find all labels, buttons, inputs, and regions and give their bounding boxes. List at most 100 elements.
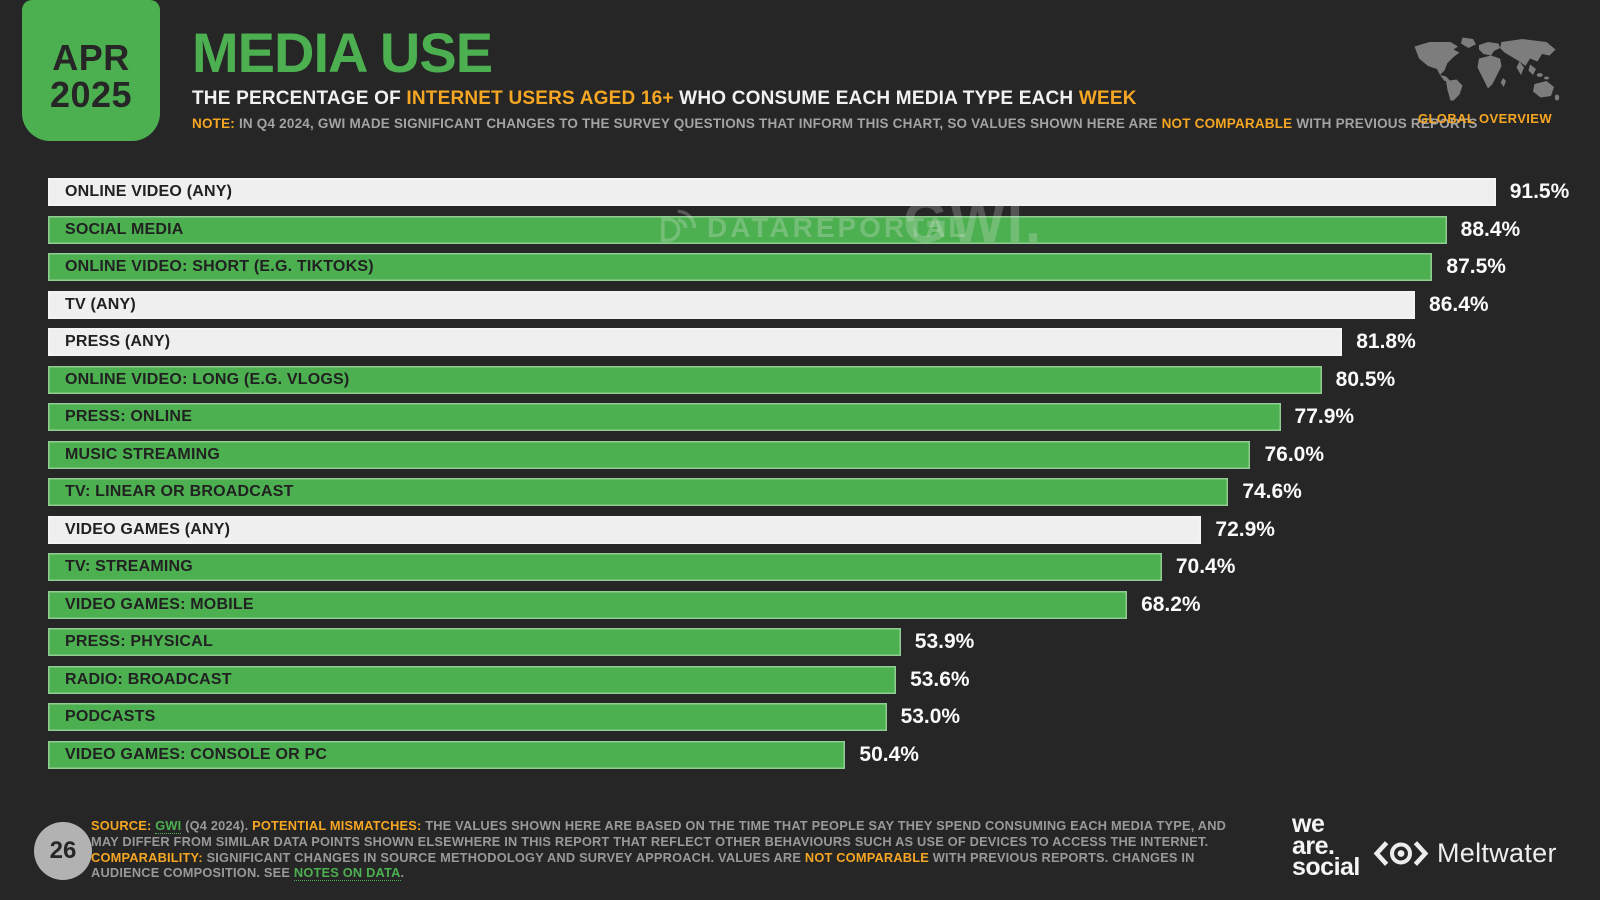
bar-label: SOCIAL MEDIA [65, 220, 184, 238]
bar-row: RADIO: BROADCAST 53.6% [48, 665, 1552, 694]
bar-row: VIDEO GAMES: CONSOLE OR PC 50.4% [48, 740, 1552, 769]
source-text: SOURCE: GWI (Q4 2024). POTENTIAL MISMATC… [91, 818, 1236, 882]
text-segment: POTENTIAL MISMATCHES: [252, 818, 422, 833]
subtitle: THE PERCENTAGE OF INTERNET USERS AGED 16… [192, 88, 1137, 110]
bar-label: VIDEO GAMES (ANY) [65, 520, 231, 538]
text-segment: INTERNET USERS AGED 16+ [406, 88, 674, 109]
text-segment: NOT COMPARABLE [804, 849, 930, 865]
text-segment: WHO CONSUME EACH MEDIA TYPE EACH [673, 88, 1079, 109]
text-segment: NOT COMPARABLE [1161, 116, 1293, 131]
text-segment: SIGNIFICANT CHANGES IN SOURCE METHODOLOG… [202, 849, 805, 865]
global-overview-label: GLOBAL OVERVIEW [1417, 111, 1553, 126]
bar-value: 72.9% [1215, 517, 1275, 541]
bar-label: PRESS: ONLINE [65, 408, 193, 425]
bar-value: 53.0% [900, 705, 961, 728]
bar-row: TV (ANY) 86.4% [48, 290, 1552, 319]
we-are-social-line: we [1292, 810, 1325, 838]
bar: ONLINE VIDEO (ANY) [48, 178, 1496, 206]
bar: VIDEO GAMES: CONSOLE OR PC [48, 740, 846, 769]
bar-row: PODCASTS 53.0% [48, 703, 1552, 731]
notes-on-data-link[interactable]: NOTES ON DATA [293, 865, 401, 882]
meltwater-logo-text: Meltwater [1437, 838, 1557, 868]
bar-value: 80.5% [1335, 367, 1396, 391]
bar-value: 81.8% [1356, 330, 1416, 353]
bar: PRESS (ANY) [48, 328, 1343, 356]
bar: VIDEO GAMES: MOBILE [48, 590, 1128, 619]
bar: PRESS: PHYSICAL [48, 628, 901, 656]
bar-row: PRESS: PHYSICAL 53.9% [48, 628, 1552, 656]
text-segment: . [400, 865, 405, 881]
bar-label: RADIO: BROADCAST [65, 670, 232, 688]
bar-row: SOCIAL MEDIA 88.4% [48, 215, 1552, 244]
note-text: NOTE: IN Q4 2024, GWI MADE SIGNIFICANT C… [192, 116, 1478, 132]
text-segment: WITH PREVIOUS REPORTS. CHANGES IN AUDIEN… [91, 849, 1195, 881]
bar-value: 68.2% [1141, 592, 1201, 616]
bar-row: PRESS: ONLINE 77.9% [48, 403, 1552, 431]
we-are-social-line: social [1292, 853, 1360, 881]
bar: TV (ANY) [48, 290, 1416, 319]
bar-value: 86.4% [1429, 292, 1489, 316]
text-segment: WEEK [1078, 88, 1137, 109]
text-segment: THE PERCENTAGE OF [192, 88, 407, 109]
badge-month: APR [52, 36, 130, 78]
bar: RADIO: BROADCAST [48, 665, 897, 694]
bar-label: TV: STREAMING [65, 558, 193, 575]
bar-value: 91.5% [1509, 180, 1570, 203]
bar-value: 70.4% [1175, 555, 1236, 578]
bar-label: ONLINE VIDEO: LONG (E.G. VLOGS) [65, 370, 350, 388]
bar-row: VIDEO GAMES (ANY) 72.9% [48, 515, 1552, 544]
bar-value: 76.0% [1264, 442, 1325, 466]
bar-row: TV: STREAMING 70.4% [48, 553, 1552, 581]
bar: ONLINE VIDEO: SHORT (E.G. TIKTOKS) [48, 253, 1433, 281]
bar: SOCIAL MEDIA [48, 215, 1447, 244]
bar-label: TV (ANY) [65, 295, 136, 313]
bar: TV: STREAMING [48, 553, 1162, 581]
bar-row: ONLINE VIDEO (ANY) 91.5% [48, 178, 1569, 206]
world-map-icon [1414, 37, 1560, 101]
we-are-social-logo: we are. social [1292, 810, 1360, 881]
date-badge: APR 2025 [22, 0, 160, 141]
bar-value: 87.5% [1446, 255, 1506, 278]
bar-value: 74.6% [1242, 480, 1302, 503]
bar-value: 53.6% [910, 667, 970, 691]
bar-chart: ONLINE VIDEO (ANY) 91.5% SOCIAL MEDIA 88.4%… [48, 178, 1569, 769]
bar: PODCASTS [48, 703, 887, 731]
bar: VIDEO GAMES (ANY) [48, 515, 1202, 544]
page-title: MEDIA USE [192, 21, 493, 84]
gwi-link[interactable]: GWI [155, 818, 182, 834]
bar: TV: LINEAR OR BROADCAST [48, 478, 1229, 506]
meltwater-logo: Meltwater [1372, 838, 1557, 869]
bar: PRESS: ONLINE [48, 403, 1281, 431]
text-segment: IN Q4 2024, GWI MADE SIGNIFICANT CHANGES… [235, 116, 1162, 131]
bar-row: MUSIC STREAMING 76.0% [48, 440, 1552, 469]
bar-row: VIDEO GAMES: MOBILE 68.2% [48, 590, 1552, 619]
bar-value: 77.9% [1294, 405, 1355, 428]
bar-row: PRESS (ANY) 81.8% [48, 328, 1552, 356]
bar-label: MUSIC STREAMING [65, 445, 220, 463]
badge-year: 2025 [49, 73, 133, 115]
bar-label: ONLINE VIDEO (ANY) [65, 183, 233, 200]
bar-row: TV: LINEAR OR BROADCAST 74.6% [48, 478, 1552, 506]
bar: MUSIC STREAMING [48, 440, 1251, 469]
text-segment: THE VALUES SHOWN HERE ARE BASED ON THE T… [91, 818, 1227, 849]
bar-label: PODCASTS [65, 708, 156, 725]
bar-label: ONLINE VIDEO: SHORT (E.G. TIKTOKS) [65, 258, 374, 275]
bar-value: 88.4% [1460, 217, 1521, 241]
text-segment: SOURCE: [91, 818, 152, 833]
bar-label: PRESS (ANY) [65, 333, 171, 350]
bar-label: PRESS: PHYSICAL [65, 633, 213, 650]
page-number-badge: 26 [34, 822, 92, 880]
bar-row: ONLINE VIDEO: LONG (E.G. VLOGS) 80.5% [48, 365, 1552, 394]
text-segment: WITH PREVIOUS REPORTS [1292, 116, 1478, 131]
bar-label: VIDEO GAMES: CONSOLE OR PC [65, 745, 328, 763]
page-number: 26 [49, 837, 77, 864]
bar-label: TV: LINEAR OR BROADCAST [65, 483, 294, 500]
we-are-social-line: are. [1292, 831, 1335, 860]
bar-value: 53.9% [914, 630, 975, 653]
meltwater-eye-icon [1373, 841, 1429, 866]
bar-row: ONLINE VIDEO: SHORT (E.G. TIKTOKS) 87.5% [48, 253, 1552, 281]
bar-label: VIDEO GAMES: MOBILE [65, 595, 254, 613]
bar: ONLINE VIDEO: LONG (E.G. VLOGS) [48, 365, 1322, 394]
bar-value: 50.4% [859, 742, 919, 766]
